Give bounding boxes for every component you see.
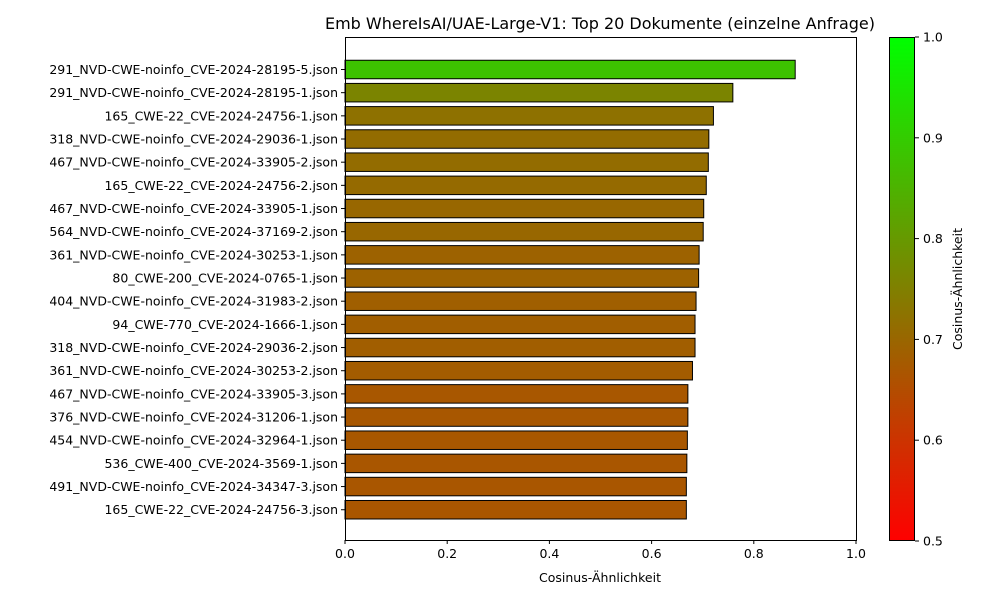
y-tick-label: 491_NVD-CWE-noinfo_CVE-2024-34347-3.json	[49, 479, 338, 494]
x-tick-label: 0.4	[539, 546, 559, 561]
bar	[344, 453, 688, 474]
bar	[344, 198, 705, 219]
plot-area: 291_NVD-CWE-noinfo_CVE-2024-28195-5.json…	[49, 59, 866, 561]
colorbar-tick-label: 0.5	[923, 534, 943, 549]
colorbar-tick-label: 0.8	[923, 231, 943, 246]
x-tick-label: 0.2	[437, 546, 457, 561]
bar	[344, 59, 796, 80]
y-tick-label: 318_NVD-CWE-noinfo_CVE-2024-29036-1.json	[49, 132, 338, 147]
colorbar-gradient	[889, 37, 915, 541]
y-tick-label: 467_NVD-CWE-noinfo_CVE-2024-33905-3.json	[49, 386, 338, 401]
y-tick-label: 536_CWE-400_CVE-2024-3569-1.json	[104, 456, 338, 471]
x-axis-label: Cosinus-Ähnlichkeit	[539, 570, 661, 585]
bar	[344, 221, 704, 242]
bar	[344, 476, 687, 497]
bar	[344, 245, 700, 265]
y-tick-label: 404_NVD-CWE-noinfo_CVE-2024-31983-2.json	[49, 294, 338, 309]
y-tick-label: 361_NVD-CWE-noinfo_CVE-2024-30253-1.json	[49, 247, 338, 262]
colorbar-tick-label: 0.7	[923, 332, 943, 347]
y-tick-label: 376_NVD-CWE-noinfo_CVE-2024-31206-1.json	[49, 410, 338, 425]
bar	[344, 499, 687, 520]
bar	[344, 129, 710, 149]
y-tick-label: 564_NVD-CWE-noinfo_CVE-2024-37169-2.json	[49, 224, 338, 239]
bar	[344, 152, 709, 172]
y-tick-label: 291_NVD-CWE-noinfo_CVE-2024-28195-5.json	[49, 62, 338, 77]
colorbar: 0.5 0.6 0.7 0.8 0.9 1.0 Cosinus-Ähnlichkeit	[889, 30, 965, 549]
x-tick-label: 0.0	[335, 546, 355, 561]
bar	[344, 360, 693, 381]
y-tick-label: 467_NVD-CWE-noinfo_CVE-2024-33905-1.json	[49, 201, 338, 216]
bar	[344, 430, 688, 450]
bar	[344, 314, 696, 335]
y-tick-label: 165_CWE-22_CVE-2024-24756-1.json	[104, 108, 338, 123]
y-tick-label: 291_NVD-CWE-noinfo_CVE-2024-28195-1.json	[49, 85, 338, 100]
bar	[344, 407, 689, 427]
x-tick-label: 0.8	[744, 546, 764, 561]
plot-frame	[345, 37, 857, 541]
colorbar-tick-label: 1.0	[923, 30, 943, 45]
y-tick-label: 94_CWE-770_CVE-2024-1666-1.json	[112, 317, 338, 332]
colorbar-frame	[889, 37, 915, 541]
bar	[344, 106, 714, 126]
y-tick-label: 165_CWE-22_CVE-2024-24756-3.json	[104, 502, 338, 517]
bar	[344, 384, 689, 404]
y-tick-label: 361_NVD-CWE-noinfo_CVE-2024-30253-2.json	[49, 363, 338, 378]
bar	[344, 268, 700, 288]
x-tick-label: 1.0	[846, 546, 866, 561]
bar	[344, 175, 707, 196]
y-tick-label: 467_NVD-CWE-noinfo_CVE-2024-33905-2.json	[49, 155, 338, 170]
x-tick-label: 0.6	[642, 546, 662, 561]
y-tick-label: 318_NVD-CWE-noinfo_CVE-2024-29036-2.json	[49, 340, 338, 355]
colorbar-tick-label: 0.6	[923, 433, 943, 448]
y-tick-label: 80_CWE-200_CVE-2024-0765-1.json	[112, 271, 338, 286]
colorbar-ticks: 0.5 0.6 0.7 0.8 0.9 1.0	[915, 30, 943, 549]
bar	[344, 82, 734, 103]
colorbar-tick-label: 0.9	[923, 130, 943, 145]
y-tick-label: 454_NVD-CWE-noinfo_CVE-2024-32964-1.json	[49, 433, 338, 448]
chart-title: Emb WhereIsAI/UAE-Large-V1: Top 20 Dokum…	[325, 14, 875, 33]
bar	[344, 337, 696, 358]
y-tick-label: 165_CWE-22_CVE-2024-24756-2.json	[104, 178, 338, 193]
bar	[344, 291, 697, 311]
colorbar-label: Cosinus-Ähnlichkeit	[950, 228, 965, 350]
